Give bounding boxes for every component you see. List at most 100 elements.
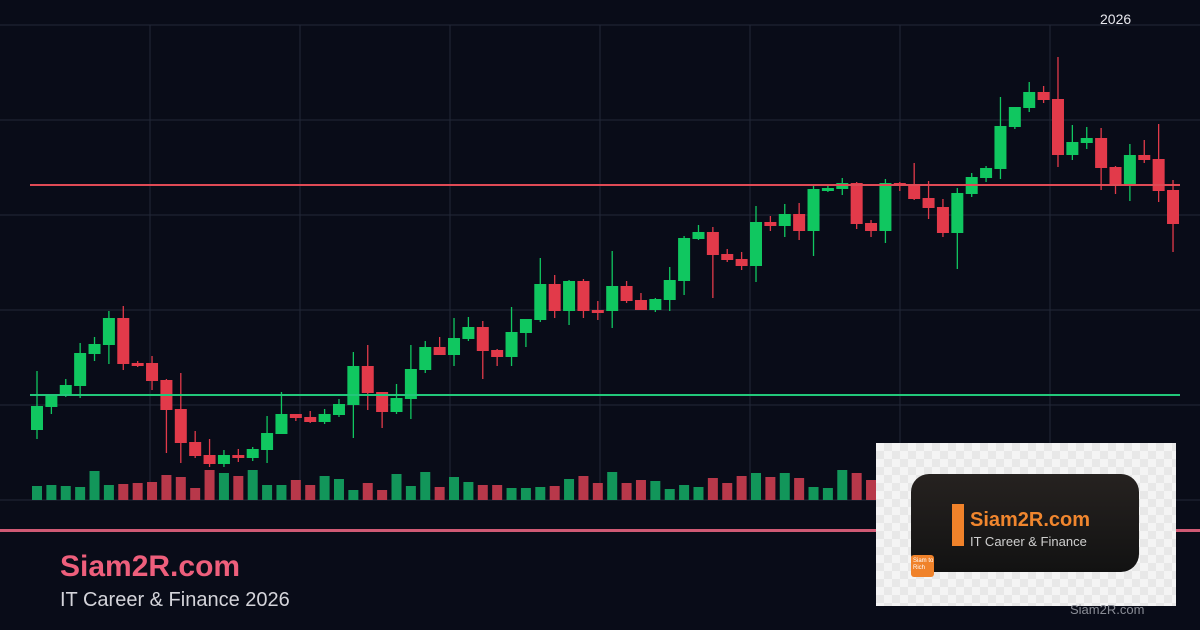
volume-bar [520,488,531,500]
candle-body [1138,155,1151,160]
candle-body [1008,107,1021,127]
candle-body [548,284,561,311]
candle-body [332,404,345,415]
candle-body [706,232,719,255]
candle-body [563,281,576,311]
candle-body [59,385,72,395]
candle-body [750,222,762,266]
candle-body [289,414,302,418]
volume-bar [405,486,416,500]
volume-bar [32,486,42,500]
candle-body [146,363,159,381]
volume-bar [866,480,877,500]
candle-body [807,189,820,231]
volume-bar [822,488,833,500]
candle-body [102,318,115,345]
candle-body [433,347,446,355]
volume-bar [736,476,747,500]
logo-accent-bar [952,504,964,546]
candle-body [318,414,331,422]
candle-body [203,455,216,464]
candle-body [721,254,734,260]
logo-card: Siam2R.com IT Career & Finance [911,474,1139,572]
volume-bar [362,483,373,500]
volume-bar [89,471,100,500]
volume-bar [808,487,819,500]
volume-bar [147,482,158,500]
volume-bar [664,489,675,500]
watermark: Siam2R.com [1070,602,1145,617]
candle-body [304,417,317,422]
candle-body [275,414,288,434]
volume-bar [592,483,603,500]
candle-body [131,363,144,366]
volume-bar [751,473,761,500]
volume-bar [578,476,589,500]
year-annotation: 2026 [1100,11,1132,27]
candle-body [217,455,230,464]
candle-body [1051,99,1064,155]
candle-body [634,300,647,310]
logo-name: Siam2R.com [970,509,1091,531]
candle-body [31,406,43,430]
candle-body [764,222,777,226]
candle-body [45,395,58,407]
brand-title: Siam2R.com [60,550,241,583]
volume-bar [506,488,517,500]
candle-body [692,232,705,239]
candle-body [404,369,417,399]
volume-bar [103,485,114,500]
volume-bar [707,478,718,500]
candle-body [1095,138,1108,168]
candle-body [462,327,475,339]
candle-body [1152,159,1165,191]
candle-body [678,238,691,281]
candle-body [850,183,863,224]
candle-body [347,366,360,405]
candle-body [361,366,374,393]
candle-body [189,442,202,456]
candle-body [390,398,403,412]
volume-bar [420,472,431,500]
volume-bars [32,470,877,500]
candlestick-chart [0,24,1200,501]
candle-body [951,193,964,233]
volume-bar [348,490,359,500]
volume-bar [75,487,86,500]
candle-body [735,259,748,266]
logo-badge: Siam to Rich [911,555,934,577]
candle-body [448,338,461,355]
candle-body [117,318,130,364]
volume-bar [290,480,301,500]
volume-bar [679,485,690,500]
logo-subtitle: IT Career & Finance [970,534,1087,549]
candle-body [476,327,489,351]
candle-body [1123,155,1136,184]
volume-bar [535,487,546,500]
candle-body [821,188,834,191]
volume-bar [650,481,661,500]
candle-body [980,168,993,178]
candle-body [936,207,949,233]
volume-bar [477,485,488,500]
volume-bar [333,479,344,500]
candle-body [591,310,604,313]
candle-body [879,183,892,231]
volume-bar [175,477,186,500]
volume-bar [492,485,503,500]
volume-bar [549,486,560,500]
volume-bar [607,472,618,500]
candle-body [1167,190,1180,224]
candle-body [606,286,619,311]
volume-bar [161,475,172,500]
volume-bar [851,473,862,500]
candle-body [620,286,633,301]
volume-bar [118,484,129,500]
volume-bar [765,477,776,500]
candle-body [519,319,532,333]
volume-bar [449,477,460,500]
candle-body [534,284,547,320]
volume-bar [60,486,71,500]
candles [31,57,1180,467]
volume-bar [722,483,733,500]
